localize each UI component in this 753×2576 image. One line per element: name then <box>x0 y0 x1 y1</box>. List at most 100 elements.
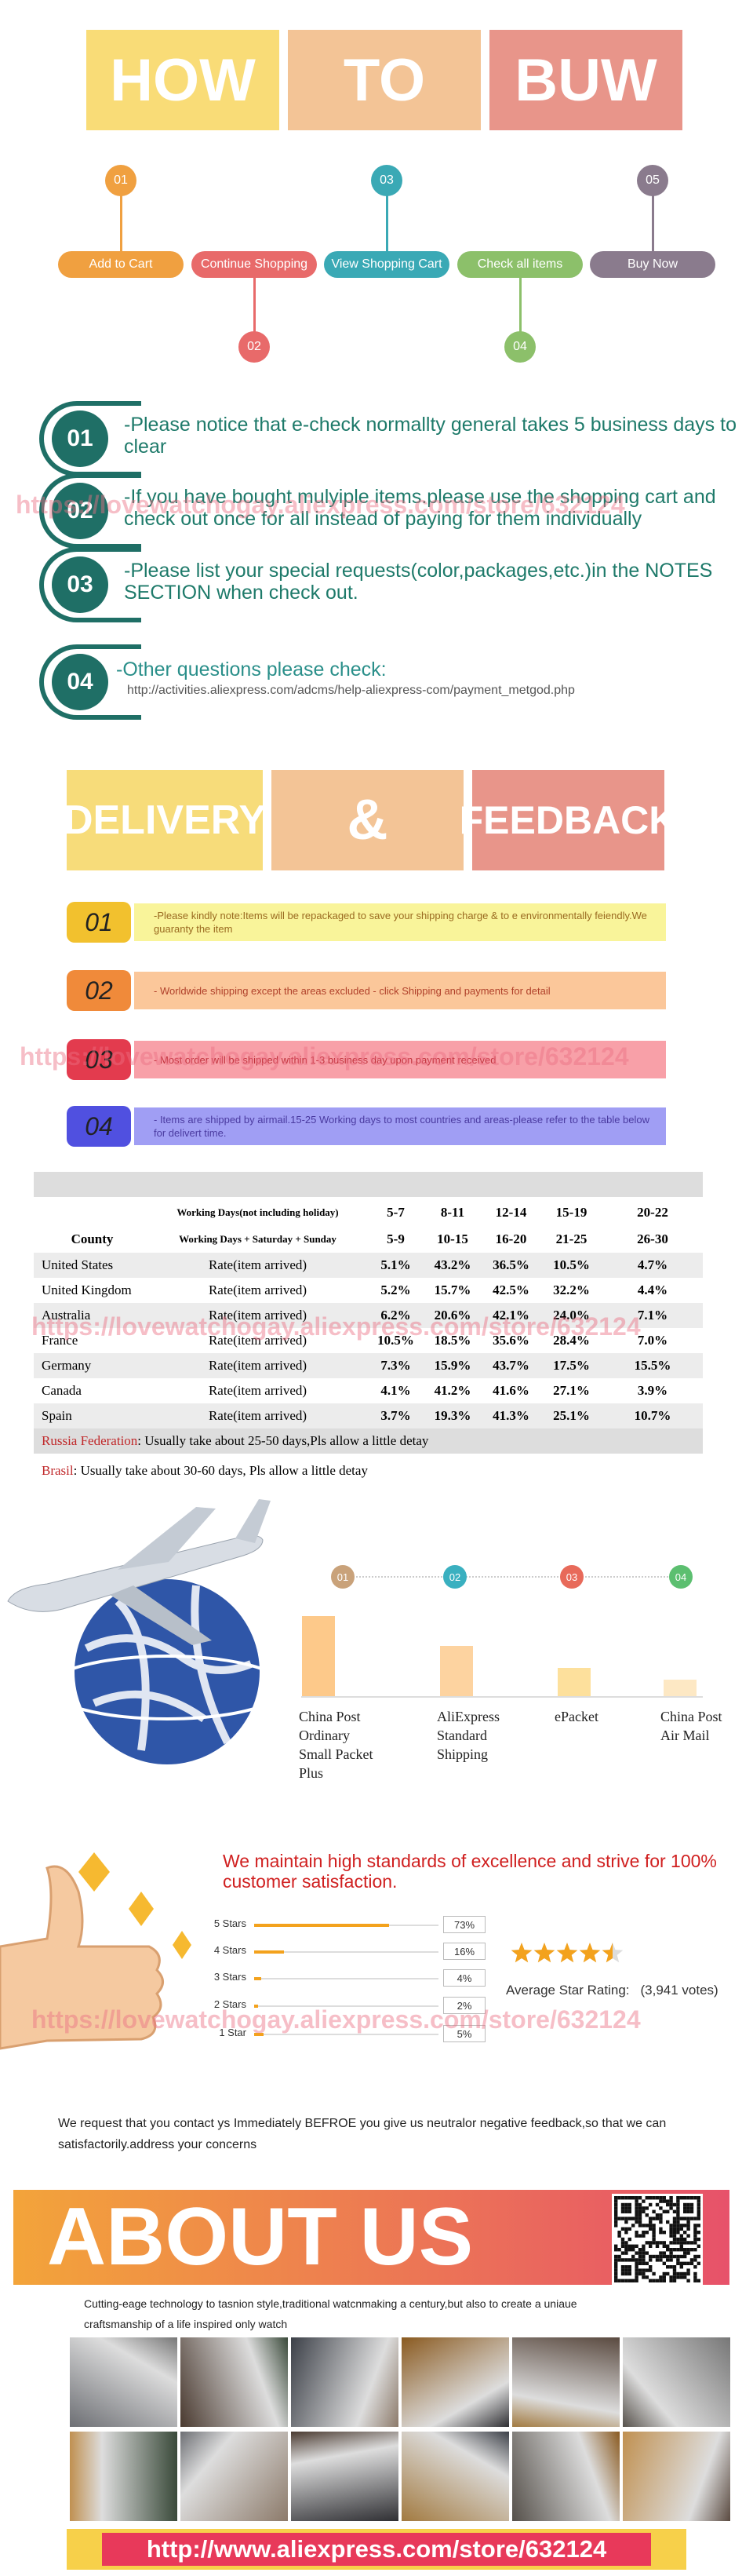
qr-module <box>614 2279 618 2282</box>
table-cell: 41.3% <box>493 1408 529 1423</box>
table-cell: 6.2% <box>380 1308 411 1323</box>
qr-module <box>649 2268 653 2272</box>
qr-module <box>614 2271 618 2276</box>
qr-module <box>642 2224 646 2228</box>
qr-module <box>624 2241 628 2245</box>
qr-module <box>635 2275 638 2279</box>
qr-module <box>676 2275 680 2279</box>
qr-module <box>672 2209 677 2213</box>
qr-module <box>686 2227 690 2231</box>
qr-module <box>649 2202 653 2207</box>
qr-module <box>672 2224 677 2228</box>
qr-module <box>645 2251 649 2255</box>
qr-module <box>693 2271 697 2276</box>
star-fill <box>511 1943 533 1963</box>
sparkle <box>129 1892 154 1926</box>
sparkle <box>78 1852 110 1892</box>
average-label: Average Star Rating: <box>506 1983 630 1998</box>
star-fill <box>556 1943 578 1963</box>
qr-module <box>645 2231 649 2235</box>
notice-ring <box>39 547 141 622</box>
qr-module <box>669 2248 673 2252</box>
table-header: County <box>71 1231 114 1246</box>
rating-bar <box>254 2005 258 2008</box>
qr-module <box>676 2224 680 2228</box>
qr-module <box>652 2254 656 2259</box>
qr-module <box>697 2231 700 2235</box>
table-cell: 35.6% <box>493 1333 529 1348</box>
rating-label: 2 Stars <box>213 1998 246 2010</box>
table-band <box>34 1172 703 1197</box>
bar-label: China Post Air Mail <box>660 1709 722 1743</box>
step-connector <box>385 195 388 251</box>
qr-module <box>666 2202 670 2207</box>
qr-module <box>669 2206 673 2210</box>
row-stripe <box>34 1403 703 1428</box>
qr-module <box>662 2241 666 2245</box>
table-cell: 4.4% <box>637 1283 668 1297</box>
qr-module <box>662 2271 666 2276</box>
row-stripe <box>34 1428 703 1454</box>
qr-module <box>642 2251 646 2255</box>
qr-module <box>638 2213 642 2217</box>
qr-module <box>662 2261 666 2265</box>
photo <box>623 2432 730 2521</box>
qr-module <box>679 2237 683 2242</box>
qr-module <box>624 2217 628 2220</box>
row-stripe <box>34 1253 703 1278</box>
header-word: TO <box>288 30 481 130</box>
photo <box>180 2432 288 2521</box>
rating-track <box>254 1978 438 1979</box>
table-cell: United States <box>42 1257 114 1272</box>
qr-module <box>649 2227 653 2231</box>
qr-module <box>676 2248 680 2252</box>
qr-module <box>686 2217 690 2220</box>
qr-module <box>672 2220 677 2224</box>
bar <box>558 1667 591 1696</box>
qr-module <box>659 2254 663 2259</box>
qr-module <box>666 2258 670 2262</box>
qr-module <box>697 2206 700 2210</box>
qr-module <box>614 2244 618 2248</box>
qr-module <box>676 2202 680 2207</box>
qr-module <box>693 2258 697 2262</box>
table-cell: Rate(item arrived) <box>208 1308 307 1323</box>
step-connector <box>253 278 256 332</box>
qr-module <box>697 2244 700 2248</box>
qr-module <box>638 2220 642 2224</box>
table-cell: 4.7% <box>637 1257 668 1272</box>
qr-module <box>624 2258 628 2262</box>
qr-module <box>645 2268 649 2272</box>
qr-module <box>642 2199 646 2203</box>
qr-module <box>624 2202 628 2207</box>
qr-module <box>635 2261 638 2265</box>
qr-module <box>635 2279 638 2282</box>
qr-module <box>655 2241 660 2245</box>
qr-module <box>679 2217 683 2220</box>
qr-module <box>638 2217 642 2220</box>
table-cell: 15.9% <box>434 1358 471 1373</box>
notice-circle: 01 <box>52 410 108 467</box>
qr-module <box>689 2202 694 2207</box>
qr-module <box>689 2248 694 2252</box>
qr-module <box>620 2244 625 2248</box>
qr-module <box>645 2206 649 2210</box>
qr-module <box>628 2227 631 2231</box>
qr-module <box>666 2271 670 2276</box>
photo <box>402 2432 509 2521</box>
step-circle: 05 <box>637 165 668 196</box>
watermark: https://lovewatchogay.aliexpress.com/sto… <box>31 2005 641 2034</box>
table-cell: 15.5% <box>634 1358 671 1373</box>
votes: (3,941 votes) <box>640 1983 718 1998</box>
qr-module <box>642 2231 646 2235</box>
qr-module <box>652 2196 656 2200</box>
photo <box>623 2337 730 2427</box>
header-word: BUW <box>489 30 682 130</box>
qr-module <box>686 2271 690 2276</box>
rating-bar <box>254 1977 262 1980</box>
qr-module <box>638 2196 642 2200</box>
qr-module <box>683 2224 687 2228</box>
step-circle: 03 <box>371 165 402 196</box>
table-cell: Germany <box>42 1358 92 1373</box>
table-cell: 43.7% <box>493 1358 529 1373</box>
